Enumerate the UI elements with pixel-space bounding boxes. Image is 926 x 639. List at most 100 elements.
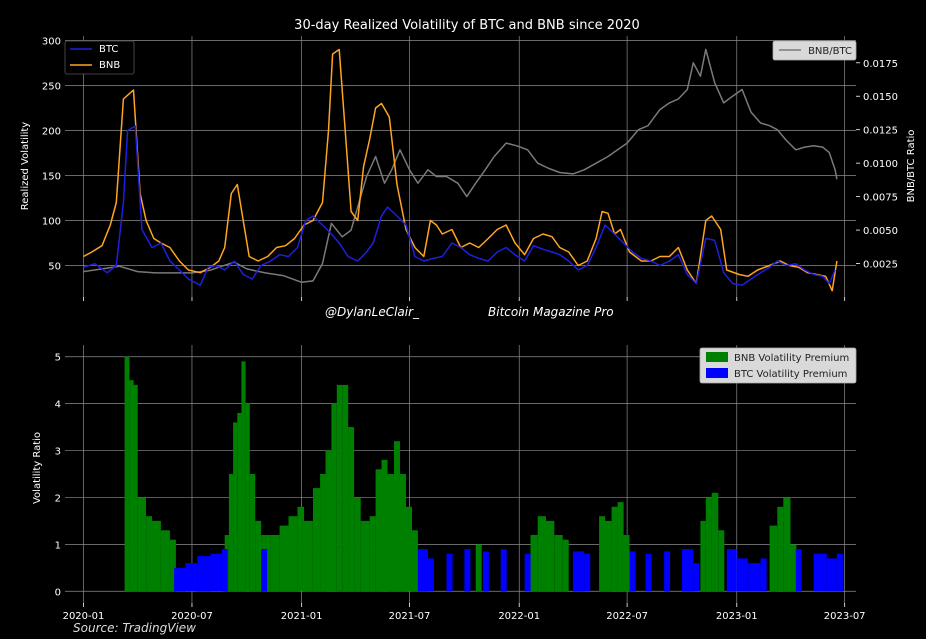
legend-ratio-label: BNB/BTC <box>808 46 852 57</box>
top-y2-tick-label: 0.0025 <box>863 260 898 271</box>
bar-bnb-premium <box>537 516 546 592</box>
series-line-bnb <box>83 48 838 292</box>
bar-btc-premium <box>428 558 434 592</box>
bar-bnb-premium <box>387 474 395 592</box>
bar-bnb-premium <box>348 427 355 592</box>
bar-btc-premium <box>500 549 507 592</box>
bar-bnb-premium <box>623 535 630 592</box>
top-chart: 50 100 150 200 250 300 0.0025 0.0050 0.0075 0.010… <box>20 18 917 301</box>
bar-bnb-premium <box>554 535 563 592</box>
watermark-brand: Bitcoin Magazine Pro <box>488 305 614 319</box>
series-line-bnb-btc <box>83 48 838 284</box>
bar-btc-premium <box>584 553 591 592</box>
top-legend-left: BTC BNB <box>64 40 135 75</box>
top-y-label: Realized Volatility <box>20 122 31 211</box>
bar-bnb-premium <box>241 361 246 592</box>
legend-bnb-premium-swatch <box>706 352 728 362</box>
bar-bnb-premium <box>617 502 624 592</box>
series-line-btc <box>83 125 836 287</box>
bar-btc-premium <box>446 553 453 592</box>
bar-bnb-premium <box>342 384 349 592</box>
bar-bnb-premium <box>381 459 388 592</box>
bottom-x-tick-label: 2022-07 <box>606 611 648 622</box>
bar-btc-premium <box>197 556 211 592</box>
bottom-bars <box>124 356 843 592</box>
bar-bnb-premium <box>360 520 370 592</box>
bar-bnb-premium <box>777 506 784 592</box>
bar-bnb-premium <box>400 474 406 592</box>
top-y2-tick-label: 0.0125 <box>863 126 898 137</box>
bar-bnb-premium <box>411 530 418 592</box>
bar-btc-premium <box>174 567 186 592</box>
bar-bnb-premium <box>705 497 712 592</box>
bar-bnb-premium <box>375 469 382 592</box>
bar-bnb-premium <box>790 544 797 592</box>
bar-bnb-premium <box>546 520 555 592</box>
top-y-tick-label: 150 <box>42 172 61 183</box>
bar-bnb-premium <box>700 520 706 592</box>
bottom-x-tick-label: 2020-01 <box>63 611 105 622</box>
bar-btc-premium <box>726 549 737 592</box>
bar-btc-premium <box>836 553 843 592</box>
bottom-y-tick-label: 1 <box>55 540 61 551</box>
bar-bnb-premium <box>325 450 332 592</box>
bottom-x-tick-label: 2023-07 <box>824 611 866 622</box>
source-note: Source: TradingView <box>73 621 196 635</box>
bar-btc-premium <box>464 549 471 592</box>
bar-bnb-premium <box>394 441 400 592</box>
top-title: 30-day Realized Volatility of BTC and BN… <box>294 18 640 33</box>
bar-btc-premium <box>826 558 837 592</box>
bar-bnb-premium <box>605 520 612 592</box>
bar-bnb-premium <box>718 530 725 592</box>
bar-bnb-premium <box>354 497 361 592</box>
bar-btc-premium <box>813 553 827 592</box>
top-series <box>83 48 838 292</box>
bar-btc-premium <box>664 551 671 592</box>
bar-bnb-premium <box>611 506 618 592</box>
bottom-y-tick-label: 2 <box>55 493 61 504</box>
top-y2-tick-label: 0.0175 <box>863 59 898 70</box>
bar-bnb-premium <box>297 506 305 592</box>
bar-bnb-premium <box>320 474 326 592</box>
bar-bnb-premium <box>255 520 262 592</box>
bar-bnb-premium <box>562 539 569 592</box>
top-y2-tick-label: 0.0050 <box>863 226 898 237</box>
bottom-x-tick-label: 2022-01 <box>498 611 540 622</box>
bar-btc-premium <box>681 549 694 592</box>
top-axes: 50 100 150 200 250 300 0.0025 0.0050 0.0075 0.010… <box>42 37 898 301</box>
bar-bnb-premium <box>783 497 791 592</box>
bar-bnb-premium <box>406 506 412 592</box>
bottom-chart: 2020-01 2020-07 2021-01 2021-07 2022-01 2022-… <box>32 345 866 622</box>
top-y2-tick-label: 0.0100 <box>863 159 898 170</box>
top-grid <box>65 36 856 297</box>
top-y2-tick-label: 0.0075 <box>863 193 898 204</box>
legend-btc-label: BTC <box>99 44 118 55</box>
bar-bnb-premium <box>169 539 176 592</box>
bar-btc-premium <box>261 549 268 592</box>
legend-btc-premium-label: BTC Volatility Premium <box>734 369 847 380</box>
bottom-legend: BNB Volatility Premium BTC Volatility Pr… <box>699 347 857 384</box>
bar-bnb-premium <box>124 356 130 592</box>
bar-btc-premium <box>417 549 428 592</box>
bar-bnb-premium <box>599 516 606 592</box>
bar-bnb-premium <box>530 535 538 592</box>
top-y-tick-label: 100 <box>42 217 61 228</box>
bar-bnb-premium <box>129 380 134 592</box>
bottom-y-label: Volatility Ratio <box>32 432 43 504</box>
top-y-tick-label: 50 <box>48 262 61 273</box>
top-y2-tick-label: 0.0150 <box>863 92 898 103</box>
bar-btc-premium <box>185 563 198 592</box>
top-y-tick-label: 300 <box>42 37 61 48</box>
bar-bnb-premium <box>228 474 234 592</box>
bar-btc-premium <box>482 551 489 592</box>
bottom-y-tick-label: 3 <box>55 447 61 458</box>
top-y-tick-label: 200 <box>42 127 61 138</box>
bar-bnb-premium <box>475 544 482 592</box>
bar-bnb-premium <box>245 403 250 592</box>
bottom-axes: 2020-01 2020-07 2021-01 2021-07 2022-01 2022-… <box>55 353 866 622</box>
watermark-handle: @DylanLeClair_ <box>325 305 420 319</box>
bar-bnb-premium <box>133 384 138 592</box>
bar-bnb-premium <box>711 492 719 592</box>
bar-bnb-premium <box>304 520 313 592</box>
